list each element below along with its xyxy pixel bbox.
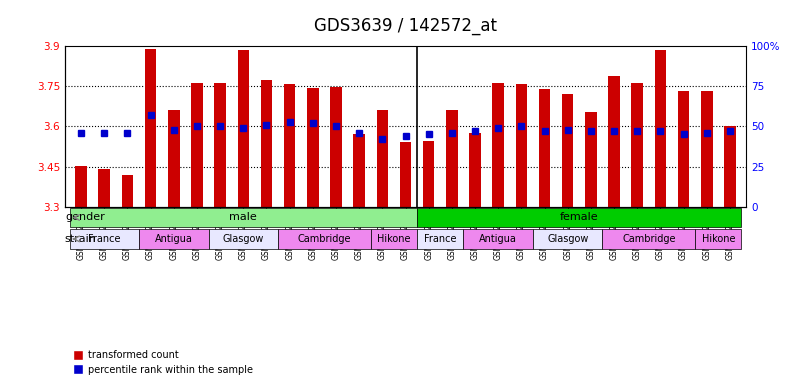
FancyBboxPatch shape: [278, 229, 371, 248]
Bar: [284, 84, 295, 207]
Bar: [122, 175, 133, 207]
Text: Hikone: Hikone: [377, 234, 410, 244]
FancyBboxPatch shape: [603, 229, 695, 248]
Text: female: female: [560, 212, 599, 222]
Bar: [678, 91, 689, 207]
Text: GDS3639 / 142572_at: GDS3639 / 142572_at: [314, 17, 497, 35]
Bar: [724, 126, 736, 207]
Bar: [701, 91, 713, 207]
Text: male: male: [230, 212, 257, 222]
FancyBboxPatch shape: [208, 229, 278, 248]
Bar: [260, 80, 272, 207]
FancyBboxPatch shape: [463, 229, 533, 248]
Bar: [608, 76, 620, 207]
Bar: [562, 94, 573, 207]
Text: strain: strain: [65, 234, 97, 244]
Bar: [354, 134, 365, 207]
Bar: [654, 50, 666, 207]
FancyBboxPatch shape: [533, 229, 603, 248]
FancyBboxPatch shape: [417, 208, 741, 227]
FancyBboxPatch shape: [70, 208, 417, 227]
FancyBboxPatch shape: [70, 229, 139, 248]
Text: gender: gender: [65, 212, 105, 222]
Text: France: France: [88, 234, 121, 244]
Bar: [516, 84, 527, 207]
Bar: [585, 112, 597, 207]
Bar: [470, 133, 481, 207]
Bar: [168, 110, 179, 207]
Text: Cambridge: Cambridge: [622, 234, 676, 244]
Bar: [145, 49, 157, 207]
Text: France: France: [424, 234, 457, 244]
FancyBboxPatch shape: [417, 229, 463, 248]
Text: Antigua: Antigua: [479, 234, 517, 244]
Text: Glasgow: Glasgow: [547, 234, 589, 244]
Bar: [376, 110, 388, 207]
FancyBboxPatch shape: [139, 229, 208, 248]
Bar: [238, 50, 249, 207]
Bar: [539, 89, 551, 207]
Bar: [492, 83, 504, 207]
Text: Glasgow: Glasgow: [222, 234, 264, 244]
Bar: [191, 83, 203, 207]
Bar: [307, 88, 319, 207]
Text: Cambridge: Cambridge: [298, 234, 351, 244]
FancyBboxPatch shape: [695, 229, 741, 248]
Legend: transformed count, percentile rank within the sample: transformed count, percentile rank withi…: [70, 346, 257, 379]
Bar: [632, 83, 643, 207]
Text: Hikone: Hikone: [702, 234, 735, 244]
Bar: [98, 169, 110, 207]
Bar: [75, 166, 87, 207]
Bar: [330, 87, 341, 207]
FancyBboxPatch shape: [371, 229, 417, 248]
Bar: [400, 142, 411, 207]
Text: Antigua: Antigua: [155, 234, 193, 244]
Bar: [423, 141, 435, 207]
Bar: [446, 109, 457, 207]
Bar: [214, 83, 226, 207]
